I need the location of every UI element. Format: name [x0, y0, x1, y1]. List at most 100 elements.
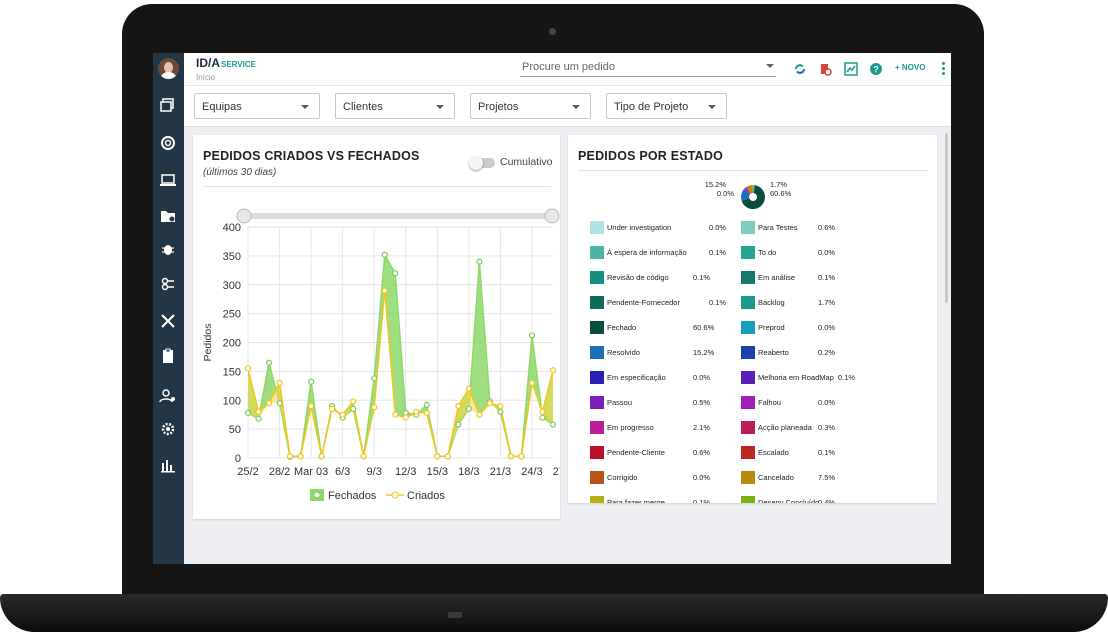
divider: [578, 170, 928, 171]
criados-point: [371, 404, 378, 411]
legend-swatch: [741, 346, 755, 359]
legend-value: 0.2%: [818, 348, 836, 357]
legend-marker-criados: [391, 491, 399, 499]
criados-point: [381, 287, 388, 294]
criados-point: [286, 453, 294, 460]
chevron-down-icon: [572, 105, 580, 109]
requests-by-state-card: PEDIDOS POR ESTADO 15.2% 0.0% 1.7% 60.6% Un…: [568, 135, 937, 503]
x-tick-label: 27/3: [553, 466, 560, 478]
tools-icon[interactable]: [159, 313, 177, 329]
y-tick-label: 150: [223, 366, 241, 378]
filter-clientes[interactable]: Clientes: [335, 93, 455, 119]
legend-label: À espera de informação: [607, 248, 687, 257]
avatar[interactable]: [158, 58, 179, 79]
bar-chart-icon[interactable]: [159, 457, 177, 473]
fechados-point: [265, 359, 273, 366]
filter-label: Tipo de Projeto: [614, 101, 689, 113]
legend-swatch: [590, 371, 604, 384]
support-icon[interactable]: [159, 135, 177, 151]
criados-point: [539, 408, 546, 415]
card-subtitle: (últimos 30 dias): [203, 167, 277, 178]
chevron-down-icon: [301, 105, 309, 109]
legend-swatch: [590, 321, 604, 334]
folder-settings-icon[interactable]: [159, 208, 177, 224]
chart-icon[interactable]: [844, 62, 858, 76]
fechados-point: [497, 408, 504, 415]
legend-value: 0.6%: [818, 223, 836, 232]
criados-point: [297, 453, 304, 460]
legend-swatch: [590, 346, 604, 359]
x-tick-label: 6/3: [335, 466, 350, 478]
criados-point: [360, 453, 367, 460]
keys-icon[interactable]: [159, 276, 177, 292]
criados-point: [465, 385, 472, 392]
card-title: PEDIDOS POR ESTADO: [578, 149, 724, 163]
pie-value-label: 60.6%: [770, 189, 792, 198]
legend-value: 0.0%: [709, 223, 727, 232]
dashboard-icon[interactable]: [159, 97, 177, 113]
fechados-point: [465, 405, 472, 413]
search-input[interactable]: Procure um pedido: [520, 61, 776, 77]
new-button[interactable]: + NOVO: [895, 63, 926, 72]
legend-swatch: [590, 296, 604, 309]
legend-label: To do: [758, 248, 777, 257]
breadcrumb[interactable]: Início: [196, 73, 216, 82]
gear-icon[interactable]: [159, 421, 177, 437]
legend-label: Cancelado: [758, 473, 794, 482]
app-logo[interactable]: ID/ASERVICE: [196, 56, 256, 70]
bug-icon[interactable]: [159, 241, 177, 257]
legend-swatch: [741, 271, 755, 284]
legend-swatch: [590, 471, 604, 484]
criados-point: [497, 402, 504, 410]
legend-label-criados: Criados: [407, 490, 445, 502]
legend-value: 0.0%: [818, 323, 836, 332]
criados-point: [528, 379, 536, 387]
filter-projetos[interactable]: Projetos: [470, 93, 591, 119]
legend-marker-fechados: [313, 491, 321, 499]
pie-hole: [749, 193, 757, 201]
alert-icon[interactable]: [818, 62, 832, 76]
criados-point: [486, 400, 493, 407]
scrollbar[interactable]: [945, 133, 948, 303]
y-tick-label: 50: [229, 424, 241, 436]
criados-point: [476, 411, 483, 418]
x-tick-label: 25/2: [237, 466, 258, 478]
criados-point: [423, 409, 430, 417]
y-tick-label: 350: [223, 251, 241, 263]
legend-value: 0.0%: [818, 398, 836, 407]
fechados-point: [392, 270, 399, 277]
x-tick-label: 21/3: [490, 466, 511, 478]
criados-point: [507, 453, 515, 460]
criados-point: [549, 367, 557, 374]
user-settings-icon[interactable]: [159, 388, 177, 404]
legend-swatch: [590, 496, 604, 503]
filter-equipas[interactable]: Equipas: [194, 93, 320, 119]
criados-point: [265, 400, 273, 407]
pie-value-label: 15.2%: [705, 180, 727, 189]
criados-point: [402, 414, 409, 421]
legend-value: 0.5%: [693, 398, 711, 407]
legend-label: Melhoria em RoadMap: [758, 373, 834, 382]
legend-value: 0.0%: [818, 248, 836, 257]
svg-text:?: ?: [873, 65, 879, 75]
help-icon[interactable]: ?: [869, 62, 883, 76]
fechados-point: [455, 421, 462, 428]
laptop-base: [0, 594, 1108, 632]
clipboard-icon[interactable]: [159, 348, 177, 364]
pie-value-label: 1.7%: [770, 180, 787, 189]
sync-icon[interactable]: [793, 62, 807, 76]
legend-label: Desenv Concluído: [758, 498, 820, 503]
screen: ID/ASERVICE Início Procure um pedido ? +…: [153, 53, 951, 564]
legend-label: Para Testes: [758, 223, 798, 232]
legend-value: 0.4%: [818, 498, 836, 503]
x-tick-label: Mar 03: [294, 466, 328, 478]
legend-label: Backlog: [758, 298, 785, 307]
fechados-point: [371, 375, 378, 382]
legend-value: 0.1%: [818, 448, 836, 457]
more-options-icon[interactable]: [942, 62, 946, 76]
legend-label: Corrigido: [607, 473, 638, 482]
filter-tipo-projeto[interactable]: Tipo de Projeto: [606, 93, 727, 119]
laptop-icon[interactable]: [159, 172, 177, 188]
cumulative-toggle[interactable]: [469, 156, 495, 170]
legend-value: 0.3%: [818, 423, 836, 432]
